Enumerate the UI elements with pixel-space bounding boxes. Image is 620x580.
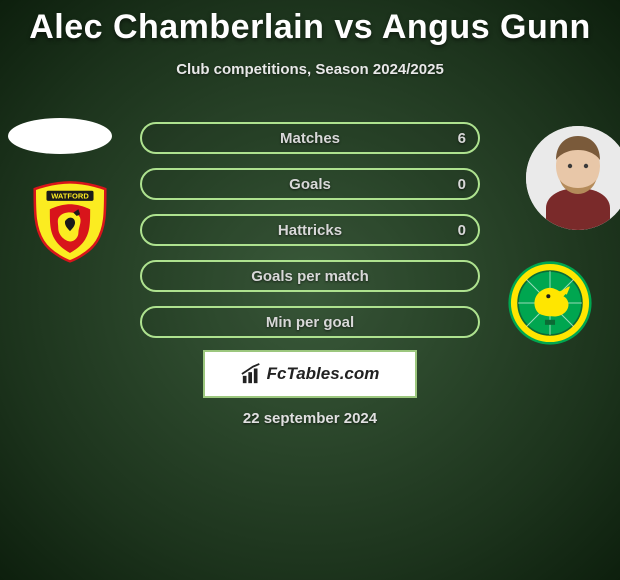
player-face-icon [526, 126, 620, 230]
stats-container: Matches 6 Goals 0 Hattricks 0 Goals per … [140, 122, 480, 352]
stat-row-matches: Matches 6 [140, 122, 480, 154]
brand-text: FcTables.com [267, 364, 380, 384]
stat-right-value: 0 [458, 222, 466, 239]
bar-chart-icon [241, 363, 263, 385]
stat-row-hattricks: Hattricks 0 [140, 214, 480, 246]
stat-row-goals: Goals 0 [140, 168, 480, 200]
page-title: Alec Chamberlain vs Angus Gunn [0, 0, 620, 47]
crest-left: WATFORD [28, 179, 112, 263]
stat-label: Goals [289, 176, 331, 193]
player-right-avatar [526, 126, 620, 230]
stat-label: Hattricks [278, 222, 342, 239]
stat-right-value: 6 [458, 130, 466, 147]
stat-row-mpg: Min per goal [140, 306, 480, 338]
norwich-crest-icon [508, 261, 592, 345]
stat-right-value: 0 [458, 176, 466, 193]
stat-label: Goals per match [251, 268, 369, 285]
subtitle: Club competitions, Season 2024/2025 [0, 61, 620, 78]
watford-crest-icon: WATFORD [28, 179, 112, 263]
date-text: 22 september 2024 [0, 410, 620, 427]
crest-right [508, 261, 592, 345]
stat-label: Matches [280, 130, 340, 147]
stat-label: Min per goal [266, 314, 354, 331]
stat-row-gpm: Goals per match [140, 260, 480, 292]
brand-box: FcTables.com [203, 350, 417, 398]
player-left-avatar [8, 118, 112, 154]
svg-text:WATFORD: WATFORD [51, 191, 89, 200]
